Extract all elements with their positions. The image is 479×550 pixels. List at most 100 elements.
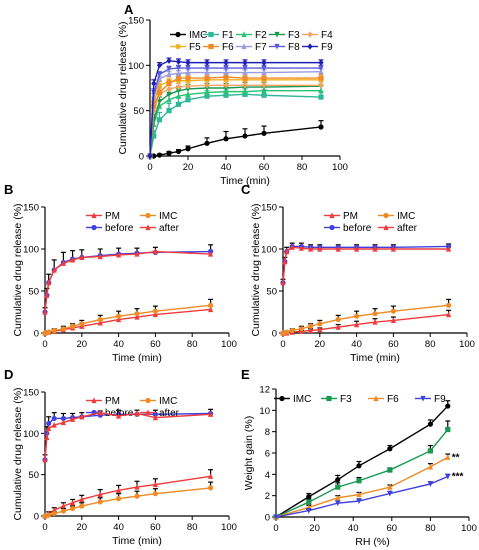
y-tick-label: 10 — [259, 406, 270, 417]
series-f9 — [273, 473, 451, 521]
series-line — [149, 90, 321, 157]
y-tick-label: 100 — [23, 245, 39, 256]
data-point — [208, 250, 214, 257]
data-point — [387, 490, 393, 497]
legend-entry: before — [86, 408, 134, 419]
series-imc — [42, 298, 214, 336]
legend-entry: F6 — [203, 42, 234, 53]
data-point — [308, 245, 314, 252]
data-point — [289, 244, 295, 250]
data-point — [185, 65, 191, 72]
data-point — [185, 83, 191, 90]
legend-swatch-marker — [91, 224, 97, 231]
series-f3 — [147, 81, 324, 160]
data-point — [354, 245, 360, 252]
data-point — [204, 75, 210, 81]
data-point — [280, 279, 286, 286]
y-tick-label: 150 — [23, 203, 39, 214]
legend-swatch-marker — [175, 43, 181, 50]
legend-swatch-marker — [279, 395, 285, 402]
legend-label: F9 — [321, 42, 333, 53]
x-tick-label: 60 — [387, 523, 398, 534]
significance-label: ** — [452, 452, 460, 463]
legend-label: F3 — [340, 394, 352, 405]
y-axis-label: Cumulative drug release (%) — [12, 387, 24, 520]
series-line — [44, 250, 211, 313]
panel-d: D 0 20 40 60 80 100 0 50 100 150 Time (min) Cumulati… — [4, 367, 237, 547]
legend-swatch-marker — [208, 31, 214, 38]
series-line — [44, 308, 211, 334]
y-tick-label: 100 — [261, 245, 277, 256]
y-tick-label: 0 — [34, 329, 39, 340]
legend-swatch-marker — [241, 43, 247, 50]
data-point — [60, 508, 66, 514]
legend-entry: F3 — [321, 394, 352, 405]
data-point — [445, 454, 451, 460]
legend-swatch-marker — [241, 31, 247, 38]
data-point — [317, 326, 323, 333]
data-point — [387, 484, 393, 490]
series-f6 — [273, 453, 451, 520]
data-point — [317, 245, 323, 252]
data-point — [261, 75, 267, 81]
legend-swatch-marker — [208, 43, 214, 50]
x-tick-label: 20 — [309, 523, 320, 534]
data-point — [318, 65, 324, 72]
panel-label: B — [4, 182, 13, 197]
data-point — [79, 503, 85, 509]
data-point — [97, 316, 103, 323]
data-point — [79, 321, 85, 327]
panel-a: A 0 20 40 60 80 100 0 50 100 150 Time (min) Cumulati… — [117, 2, 348, 187]
y-tick-label: 0 — [272, 329, 277, 340]
legend-entry: PM — [324, 211, 358, 222]
x-axis-label: Time (min) — [220, 175, 270, 187]
data-point — [223, 74, 229, 80]
legend-entry: F7 — [236, 42, 267, 53]
legend-entry: PM — [86, 211, 120, 222]
y-tick-label: 0 — [265, 513, 270, 524]
data-point — [204, 82, 210, 89]
series-imc — [147, 120, 324, 159]
data-point — [166, 96, 172, 103]
series-f4 — [147, 81, 324, 160]
data-point — [51, 421, 57, 428]
panel-c: C 0 20 40 60 80 100 0 50 100 150 Time (min) Cumulati… — [241, 182, 475, 364]
data-point — [70, 416, 76, 422]
data-point — [147, 152, 153, 160]
legend-label: IMC — [189, 30, 207, 41]
legend-label: after — [397, 223, 418, 234]
x-axis-label: Time (min) — [112, 535, 162, 547]
data-point — [42, 308, 48, 315]
data-point — [185, 91, 191, 97]
legend-entry: after — [140, 408, 180, 419]
data-point — [427, 481, 433, 488]
data-point — [151, 133, 157, 139]
data-point — [152, 308, 158, 314]
x-tick-label: 20 — [77, 522, 88, 533]
data-point — [242, 75, 248, 81]
legend-label: after — [159, 408, 180, 419]
data-point — [60, 502, 66, 509]
series-f9 — [147, 57, 324, 160]
data-point — [298, 326, 304, 332]
data-point — [156, 99, 163, 105]
data-point — [242, 82, 248, 89]
data-point — [335, 245, 341, 252]
x-axis-label: Time (min) — [112, 352, 162, 364]
data-point — [317, 321, 323, 327]
y-tick-label: 2 — [265, 491, 270, 502]
series-before — [42, 244, 214, 315]
data-point — [116, 487, 122, 493]
data-point — [242, 91, 248, 97]
y-tick-label: 50 — [133, 106, 144, 117]
series-f2 — [147, 85, 324, 159]
legend-swatch-marker — [274, 31, 280, 38]
data-point — [354, 313, 360, 319]
data-point — [175, 65, 182, 72]
x-tick-label: 60 — [259, 162, 270, 173]
data-point — [116, 316, 122, 323]
x-tick-label: 40 — [351, 339, 362, 350]
data-point — [156, 117, 163, 123]
data-point — [134, 483, 140, 490]
